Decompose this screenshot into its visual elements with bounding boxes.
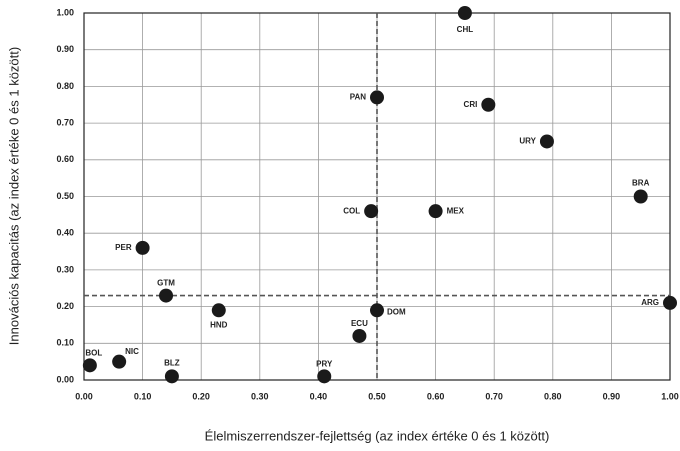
x-tick-label: 0.00 <box>75 391 93 401</box>
point <box>112 354 127 369</box>
x-tick-label: 0.60 <box>427 391 445 401</box>
x-axis-title: Élelmiszerrendszer-fejlettség (az index … <box>205 428 550 443</box>
point-label: BOL <box>85 348 102 357</box>
point <box>211 303 226 318</box>
y-tick-label: 0.10 <box>56 338 74 348</box>
point <box>663 295 677 310</box>
point <box>364 204 379 219</box>
point <box>159 288 174 303</box>
point-label: COL <box>343 206 360 215</box>
x-tick-label: 0.30 <box>251 391 269 401</box>
x-tick-label: 0.50 <box>368 391 386 401</box>
point-label: BLZ <box>164 358 180 367</box>
x-tick-label: 0.40 <box>310 391 328 401</box>
point-label: URY <box>519 137 536 146</box>
y-tick-label: 0.30 <box>56 264 74 274</box>
point-label: BRA <box>632 179 650 188</box>
y-tick-label: 0.20 <box>56 301 74 311</box>
point <box>317 369 332 384</box>
point-label: CRI <box>464 100 478 109</box>
x-tick-label: 1.00 <box>661 391 679 401</box>
point <box>457 6 472 20</box>
x-tick-label: 0.80 <box>544 391 562 401</box>
point-label: ECU <box>351 319 368 328</box>
y-tick-label: 1.00 <box>56 7 74 17</box>
point <box>370 90 384 105</box>
point <box>82 358 97 373</box>
point <box>633 189 648 204</box>
point <box>352 328 367 343</box>
y-tick-label: 0.50 <box>56 191 74 201</box>
x-tick-label: 0.20 <box>192 391 210 401</box>
point-label: MEX <box>447 206 465 215</box>
point-label: DOM <box>387 307 406 316</box>
point <box>539 134 554 149</box>
point-label: PRY <box>316 359 333 368</box>
point-label: CHL <box>457 25 474 34</box>
y-tick-label: 0.70 <box>56 117 74 127</box>
y-tick-label: 0.60 <box>56 154 74 164</box>
point-label: GTM <box>157 279 175 288</box>
point <box>135 240 150 255</box>
point <box>428 204 443 219</box>
point <box>164 369 179 384</box>
y-tick-label: 0.40 <box>56 228 74 238</box>
point <box>370 303 384 318</box>
y-tick-label: 0.90 <box>56 44 74 54</box>
point-label: ARG <box>641 298 659 307</box>
y-axis-title: Innovációs kapacitás (az index értéke 0 … <box>6 47 21 345</box>
point-label: PER <box>115 243 132 252</box>
y-tick-label: 0.00 <box>56 374 74 384</box>
x-tick-label: 0.70 <box>485 391 503 401</box>
x-tick-label: 0.10 <box>134 391 152 401</box>
y-tick-label: 0.80 <box>56 81 74 91</box>
x-tick-label: 0.90 <box>603 391 621 401</box>
point-label: HND <box>210 320 228 329</box>
point-label: PAN <box>350 93 367 102</box>
point-label: NIC <box>125 347 139 356</box>
point <box>481 97 496 112</box>
